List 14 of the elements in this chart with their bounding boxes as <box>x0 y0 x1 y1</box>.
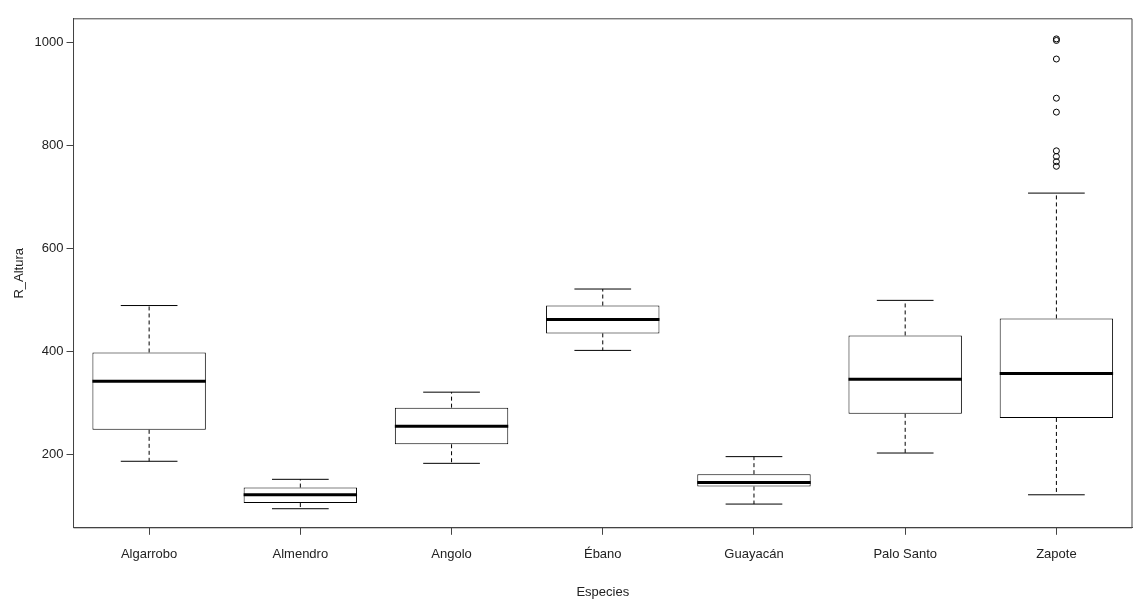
y-tick-label: 600 <box>41 239 64 255</box>
x-tick-label: Zapote <box>1036 546 1077 562</box>
x-tick-label: Angolo <box>431 546 472 562</box>
x-tick-label: Algarrobo <box>120 546 178 562</box>
x-axis-title: Especies <box>576 583 630 599</box>
y-tick-label: 1000 <box>34 33 64 49</box>
y-tick-label: 400 <box>41 343 64 359</box>
x-tick-label: Palo Santo <box>873 546 937 562</box>
x-tick-label: Almendro <box>272 546 329 562</box>
x-tick-label: Guayacán <box>724 546 784 562</box>
y-axis-title: R_Altura <box>11 247 27 299</box>
y-tick-label: 800 <box>41 136 64 152</box>
x-tick-label: Ébano <box>583 546 622 562</box>
y-tick-label: 200 <box>41 446 64 462</box>
